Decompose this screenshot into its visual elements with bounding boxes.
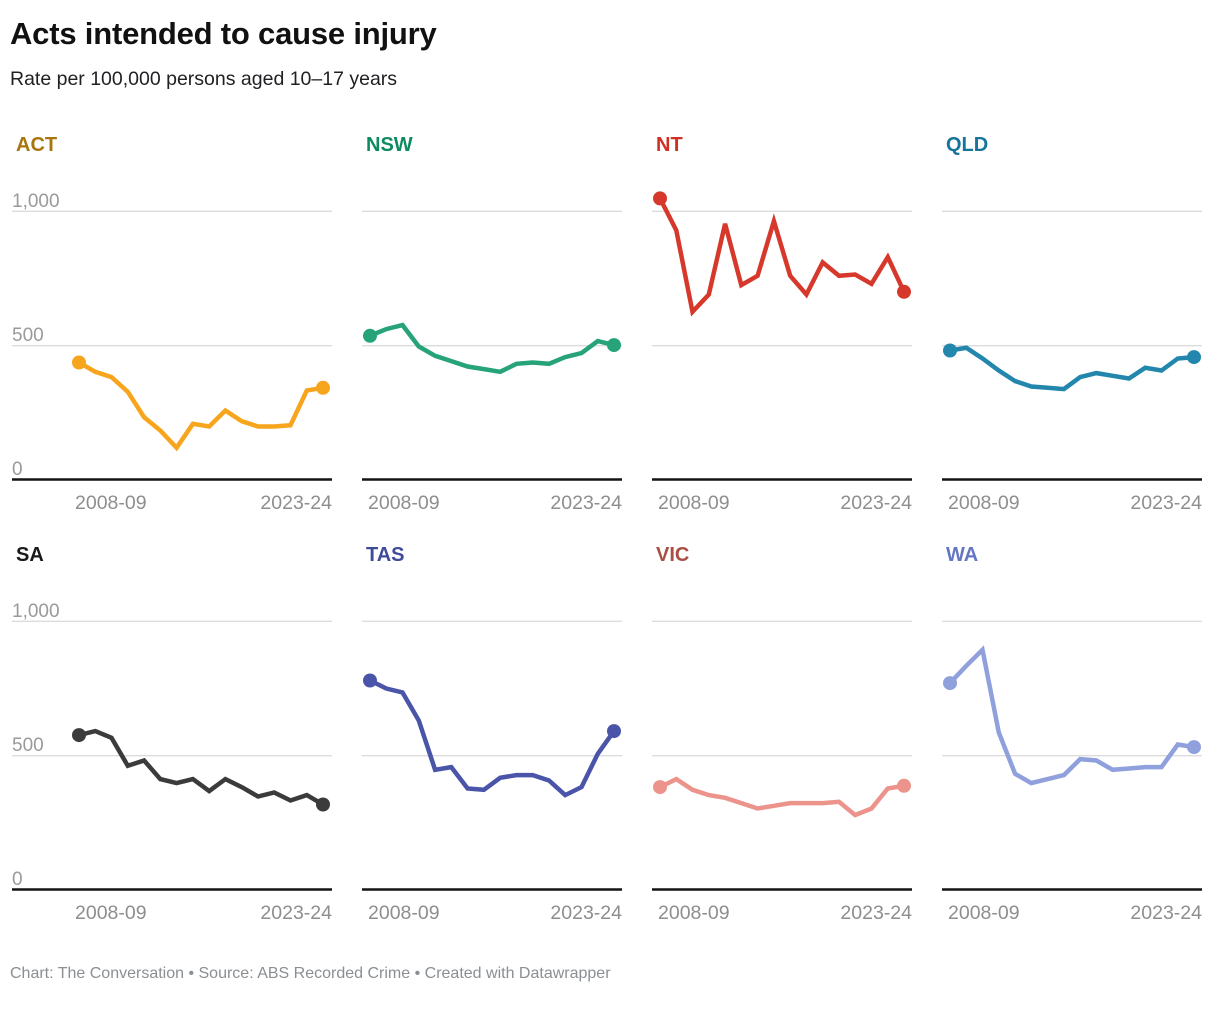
x-axis-labels-sa: 2008-09 2023-24 [12,901,332,925]
end-dot-wa [1187,740,1201,755]
x-tick-last: 2023-24 [550,492,622,514]
end-dot-act [316,380,330,395]
start-dot-tas [363,673,377,688]
state-label-nt: NT [656,134,683,156]
x-axis-labels-qld: 2008-09 2023-24 [942,491,1202,515]
line-tas [367,678,617,798]
state-label-sa: SA [16,544,44,566]
x-tick-last: 2023-24 [1130,492,1202,514]
panel-act: ACT 1,000 500 0 2008-09 2023-24 [12,133,332,515]
x-tick-first: 2008-09 [368,492,440,514]
start-dot-nsw [363,328,377,343]
y-tick-label-500: 500 [12,735,44,756]
small-multiples-grid: ACT 1,000 500 0 2008-09 2023-24 NSW 2008-09 2023… [12,133,1208,925]
panel-wa: WA 2008-09 2023-24 [942,543,1202,925]
x-tick-last: 2023-24 [840,902,912,924]
x-tick-last: 2023-24 [260,492,332,514]
line-act [76,360,326,452]
chart-page: Acts intended to cause injury Rate per 1… [10,16,1208,982]
line-qld [947,345,1197,392]
state-label-act: ACT [16,134,58,156]
start-dot-nt [653,191,667,206]
state-label-qld: QLD [946,134,989,156]
y-tick-label-500: 500 [12,325,44,346]
end-dot-tas [607,724,621,739]
end-dot-sa [316,797,330,812]
chart-nsw [362,210,622,481]
line-sa [76,728,326,807]
chart-act: 1,000 500 0 [12,191,332,481]
x-tick-first: 2008-09 [948,492,1020,514]
panel-qld: QLD 2008-09 2023-24 [942,133,1202,515]
panel-vic: VIC 2008-09 2023-24 [652,543,912,925]
x-tick-first: 2008-09 [658,902,730,924]
x-axis-labels-nsw: 2008-09 2023-24 [362,491,622,515]
line-wa [947,645,1197,786]
y-tick-label-0: 0 [12,869,23,890]
x-tick-first: 2008-09 [658,492,730,514]
x-tick-first: 2008-09 [75,492,147,514]
start-dot-vic [653,780,667,795]
line-vic [657,776,907,818]
state-label-vic: VIC [656,544,690,566]
x-tick-last: 2023-24 [260,902,332,924]
chart-qld [942,210,1202,481]
panel-nt: NT 2008-09 2023-24 [652,133,912,515]
end-dot-nt [897,284,911,299]
panel-nsw: NSW 2008-09 2023-24 [362,133,622,515]
start-dot-wa [943,676,957,691]
x-tick-first: 2008-09 [75,902,147,924]
start-dot-sa [72,728,86,743]
x-axis-labels-nt: 2008-09 2023-24 [652,491,912,515]
start-dot-act [72,355,86,370]
x-tick-last: 2023-24 [550,902,622,924]
chart-footer-credit: Chart: The Conversation • Source: ABS Re… [10,965,611,982]
chart-vic [652,620,912,891]
x-axis-labels-tas: 2008-09 2023-24 [362,901,622,925]
line-nsw [367,322,617,375]
end-dot-nsw [607,338,621,353]
end-dot-qld [1187,350,1201,365]
state-label-wa: WA [946,544,979,566]
chart-wa [942,620,1202,891]
line-nt [657,196,907,317]
x-axis-labels-vic: 2008-09 2023-24 [652,901,912,925]
y-tick-label-1000: 1,000 [12,601,60,622]
end-dot-vic [897,778,911,793]
chart-nt [652,191,912,481]
x-axis-labels-act: 2008-09 2023-24 [12,491,332,515]
x-tick-last: 2023-24 [840,492,912,514]
y-tick-label-0: 0 [12,459,23,480]
state-label-tas: TAS [366,544,405,566]
x-tick-last: 2023-24 [1130,902,1202,924]
state-label-nsw: NSW [366,134,413,156]
chart-subtitle: Rate per 100,000 persons aged 10–17 year… [10,68,398,90]
chart-tas [362,620,622,891]
x-tick-first: 2008-09 [368,902,440,924]
panel-tas: TAS 2008-09 2023-24 [362,543,622,925]
x-tick-first: 2008-09 [948,902,1020,924]
chart-sa: 1,000 500 0 [12,601,332,891]
x-axis-labels-wa: 2008-09 2023-24 [942,901,1202,925]
y-tick-label-1000: 1,000 [12,191,60,212]
start-dot-qld [943,343,957,358]
chart-title: Acts intended to cause injury [10,16,437,51]
panel-sa: SA 1,000 500 0 2008-09 2023-24 [12,543,332,925]
